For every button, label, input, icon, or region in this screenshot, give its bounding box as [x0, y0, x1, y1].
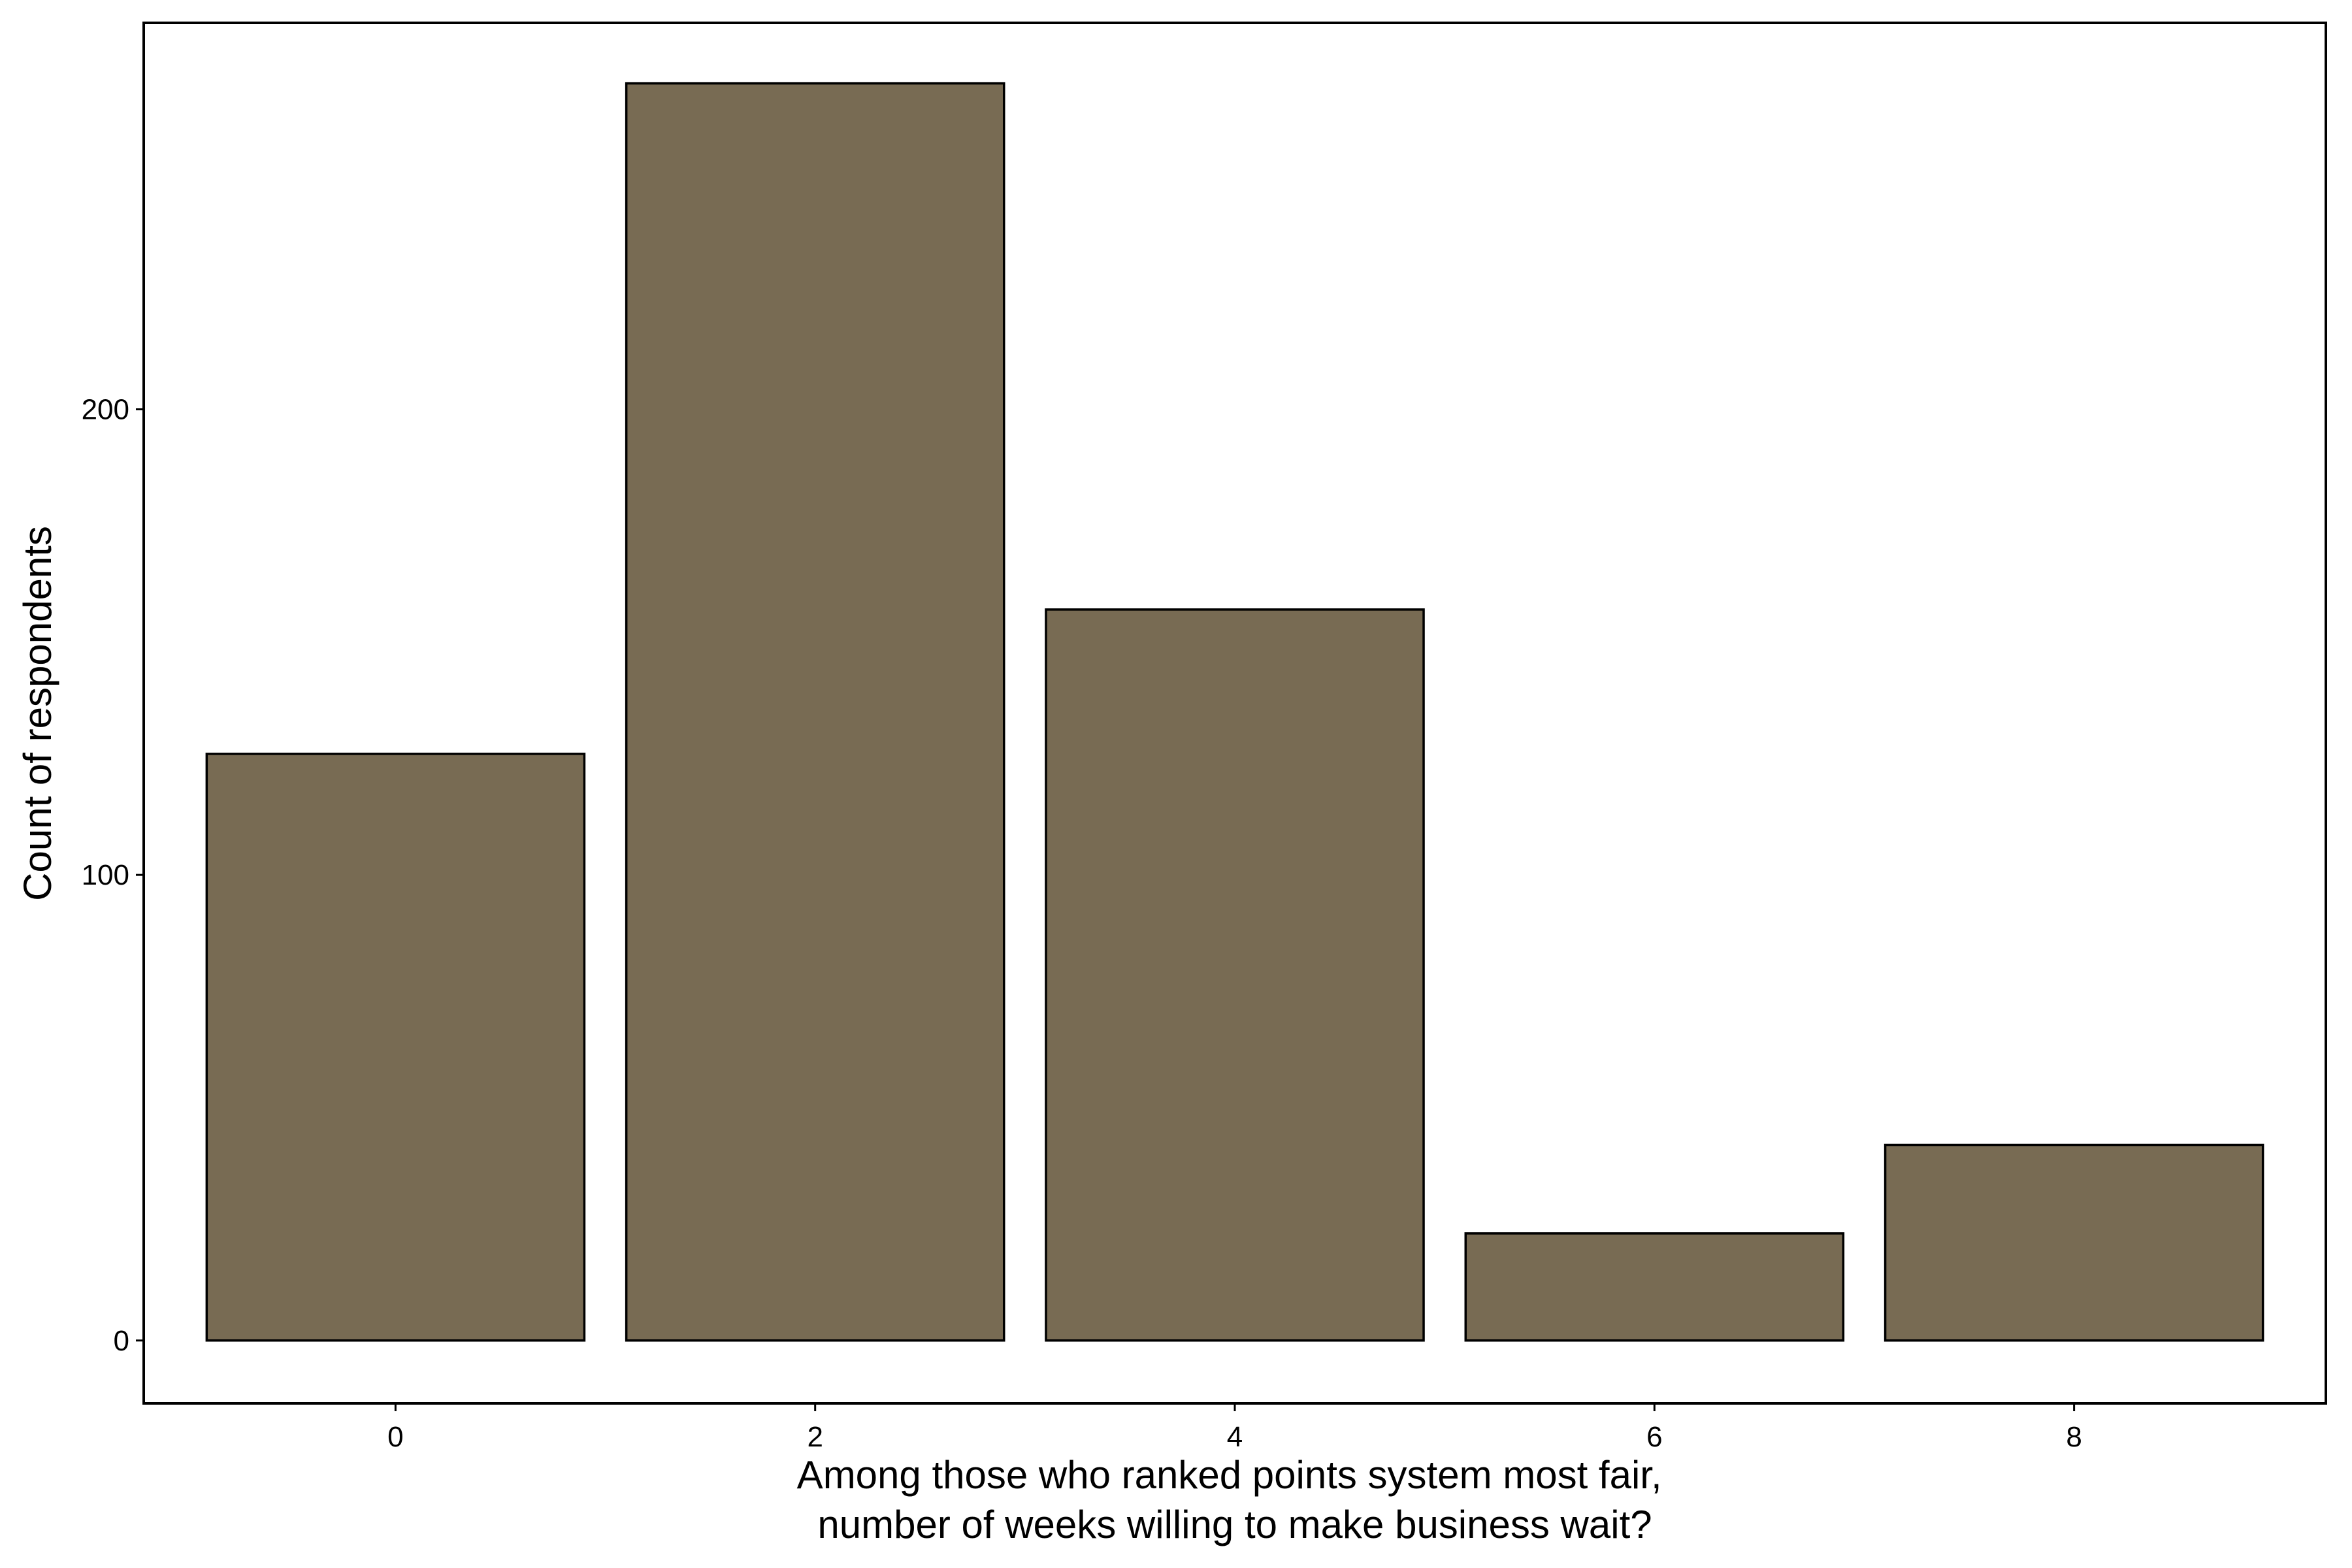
bars-layer — [205, 82, 2264, 1342]
bar-x-6 — [1464, 1232, 1845, 1342]
y-axis: 0 100 200 — [82, 393, 144, 1357]
x-axis-title-line-1: Among those who ranked points system mos… — [797, 1453, 1662, 1497]
x-tick-label-8: 8 — [2066, 1421, 2082, 1453]
y-tick-label-0: 0 — [114, 1325, 129, 1357]
y-tick-label-200: 200 — [82, 393, 129, 425]
x-axis-title: Among those who ranked points system mos… — [797, 1453, 1673, 1546]
x-tick-label-6: 6 — [1646, 1421, 1662, 1453]
x-tick-label-0: 0 — [387, 1421, 403, 1453]
y-axis-title: Count of respondents — [16, 526, 59, 901]
y-tick-label-100: 100 — [82, 859, 129, 891]
bar-x-2 — [625, 82, 1005, 1342]
x-tick-label-4: 4 — [1227, 1421, 1243, 1453]
bar-x-0 — [205, 753, 586, 1342]
x-axis-title-line-2: number of weeks willing to make business… — [817, 1503, 1652, 1546]
x-axis: 0 2 4 6 8 — [387, 1403, 2082, 1453]
bar-x-4 — [1045, 608, 1425, 1342]
x-tick-label-2: 2 — [807, 1421, 823, 1453]
bar-x-8 — [1884, 1143, 2264, 1342]
